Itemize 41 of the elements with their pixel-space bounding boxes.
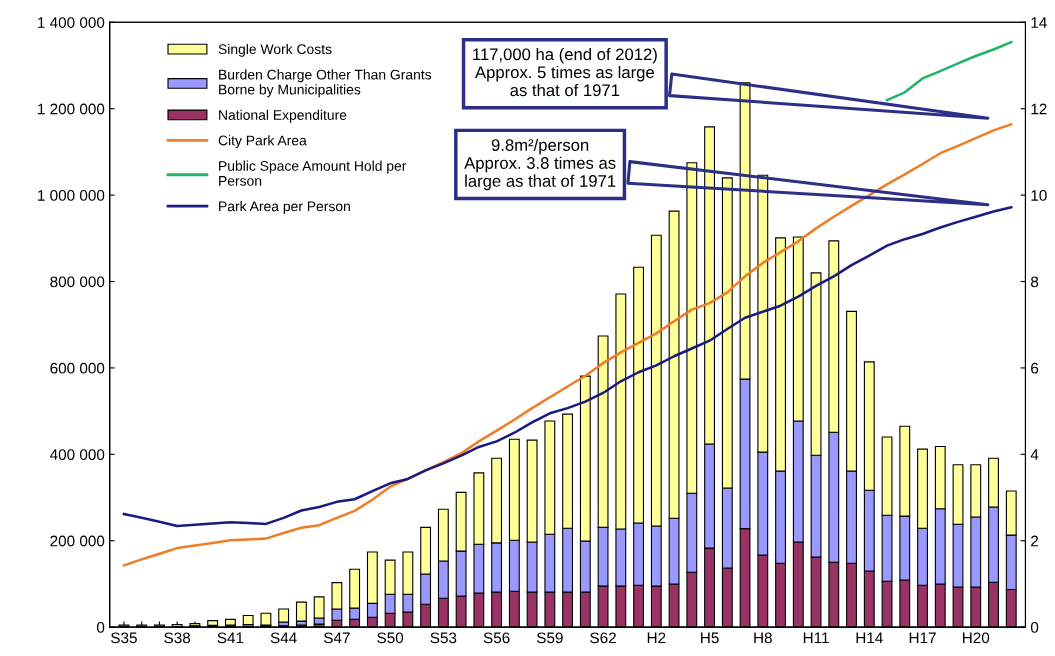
x-tick-label: H8 bbox=[754, 632, 772, 644]
x-tick-label: H17 bbox=[909, 632, 936, 644]
y2-tick-label: 10 bbox=[1031, 189, 1047, 201]
annotation: 9.8m²/person Approx. 3.8 times as large as that of 1971 bbox=[464, 138, 616, 191]
y2-tick-label: 2 bbox=[1031, 535, 1039, 547]
legend-label: Burden Charge Other Than Grants Borne by Municipalities bbox=[219, 69, 432, 98]
x-tick-label: S53 bbox=[430, 632, 457, 644]
y2-tick-label: 0 bbox=[1030, 622, 1039, 633]
y-tick-label: 800 000 bbox=[50, 276, 105, 288]
x-tick-label: S35 bbox=[111, 632, 137, 644]
y-tick-label: 600 000 bbox=[50, 362, 105, 374]
x-tick-label: H14 bbox=[856, 632, 883, 644]
y-tick-label: 1 000 000 bbox=[38, 189, 105, 201]
y2-tick-label: 12 bbox=[1031, 103, 1047, 115]
x-tick-label: H2 bbox=[647, 632, 666, 644]
legend-label: Public Space Amount Hold per Person bbox=[219, 160, 407, 186]
x-tick-label: H20 bbox=[963, 632, 990, 644]
x-tick-label: S41 bbox=[217, 632, 244, 644]
x-tick-label: S44 bbox=[270, 632, 297, 644]
x-tick-label: S50 bbox=[377, 632, 404, 644]
y-tick-label: 0 bbox=[96, 622, 105, 633]
y2-tick-label: 8 bbox=[1030, 276, 1039, 288]
y2-tick-label: 6 bbox=[1031, 362, 1039, 374]
legend-label: City Park Area bbox=[218, 135, 307, 149]
x-tick-label: H5 bbox=[701, 632, 719, 644]
y2-tick-label: 4 bbox=[1030, 449, 1039, 460]
x-tick-label: H11 bbox=[803, 632, 829, 644]
y-tick-label: 1 200 000 bbox=[38, 103, 105, 115]
legend-label: Park Area per Person bbox=[219, 201, 350, 214]
legend-label: Single Work Costs bbox=[218, 43, 332, 57]
x-tick-label: S56 bbox=[483, 632, 510, 644]
x-tick-label: S62 bbox=[590, 632, 616, 644]
y-tick-label: 1 400 000 bbox=[38, 17, 105, 28]
x-tick-label: S59 bbox=[536, 632, 563, 644]
legend-label: National Expenditure bbox=[219, 109, 347, 123]
annotation: 117,000 ha (end of 2012) Approx. 5 times as large as that of 1971 bbox=[473, 47, 657, 97]
y-tick-label: 400 000 bbox=[49, 449, 105, 461]
x-tick-label: S47 bbox=[323, 632, 350, 644]
x-tick-label: S38 bbox=[164, 632, 191, 644]
y-tick-label: 200 000 bbox=[50, 535, 105, 547]
y2-tick-label: 14 bbox=[1031, 17, 1047, 28]
